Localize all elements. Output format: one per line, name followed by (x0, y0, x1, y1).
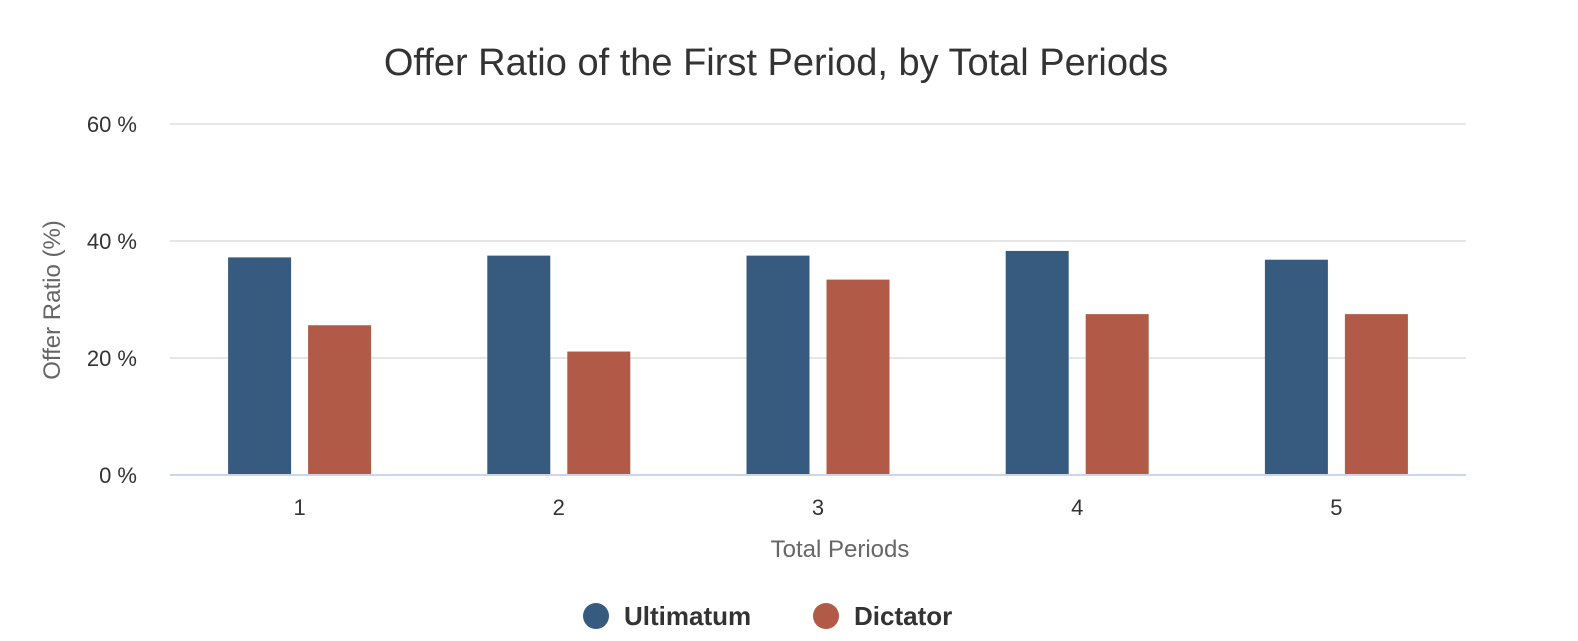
y-axis-ticks: 0 % 20 % 40 % 60 % (87, 112, 137, 488)
legend-marker (583, 603, 609, 629)
bar-ultimatum-5 (1264, 259, 1328, 475)
y-tick-label: 60 % (87, 112, 137, 137)
legend-item-ultimatum[interactable]: Ultimatum (583, 601, 751, 631)
y-axis-label: Offer Ratio (%) (39, 220, 66, 380)
x-tick-label: 2 (553, 495, 565, 520)
legend-marker (813, 603, 839, 629)
y-tick-label: 20 % (87, 346, 137, 371)
legend: Ultimatum Dictator (583, 601, 952, 631)
x-axis-ticks: 1 2 3 4 5 (293, 495, 1342, 520)
y-tick-label: 0 % (99, 463, 137, 488)
bars (228, 250, 1408, 475)
chart-title: Offer Ratio of the First Period, by Tota… (384, 42, 1168, 84)
y-tick-label: 40 % (87, 229, 137, 254)
x-tick-label: 5 (1330, 495, 1342, 520)
legend-item-dictator[interactable]: Dictator (813, 601, 952, 631)
legend-label: Ultimatum (624, 601, 751, 631)
legend-label: Dictator (854, 601, 952, 631)
bar-dictator-1 (308, 325, 372, 475)
x-tick-label: 4 (1071, 495, 1083, 520)
bar-dictator-3 (826, 279, 890, 475)
bar-dictator-4 (1085, 314, 1149, 475)
bar-ultimatum-2 (487, 255, 551, 475)
x-tick-label: 3 (812, 495, 824, 520)
bar-ultimatum-1 (228, 257, 292, 475)
x-axis-label: Total Periods (771, 536, 910, 563)
bar-ultimatum-4 (1005, 250, 1069, 475)
x-tick-label: 1 (293, 495, 305, 520)
bar-dictator-2 (567, 351, 631, 475)
gridlines (170, 123, 1466, 359)
bar-ultimatum-3 (746, 255, 810, 475)
bar-dictator-5 (1344, 314, 1408, 475)
